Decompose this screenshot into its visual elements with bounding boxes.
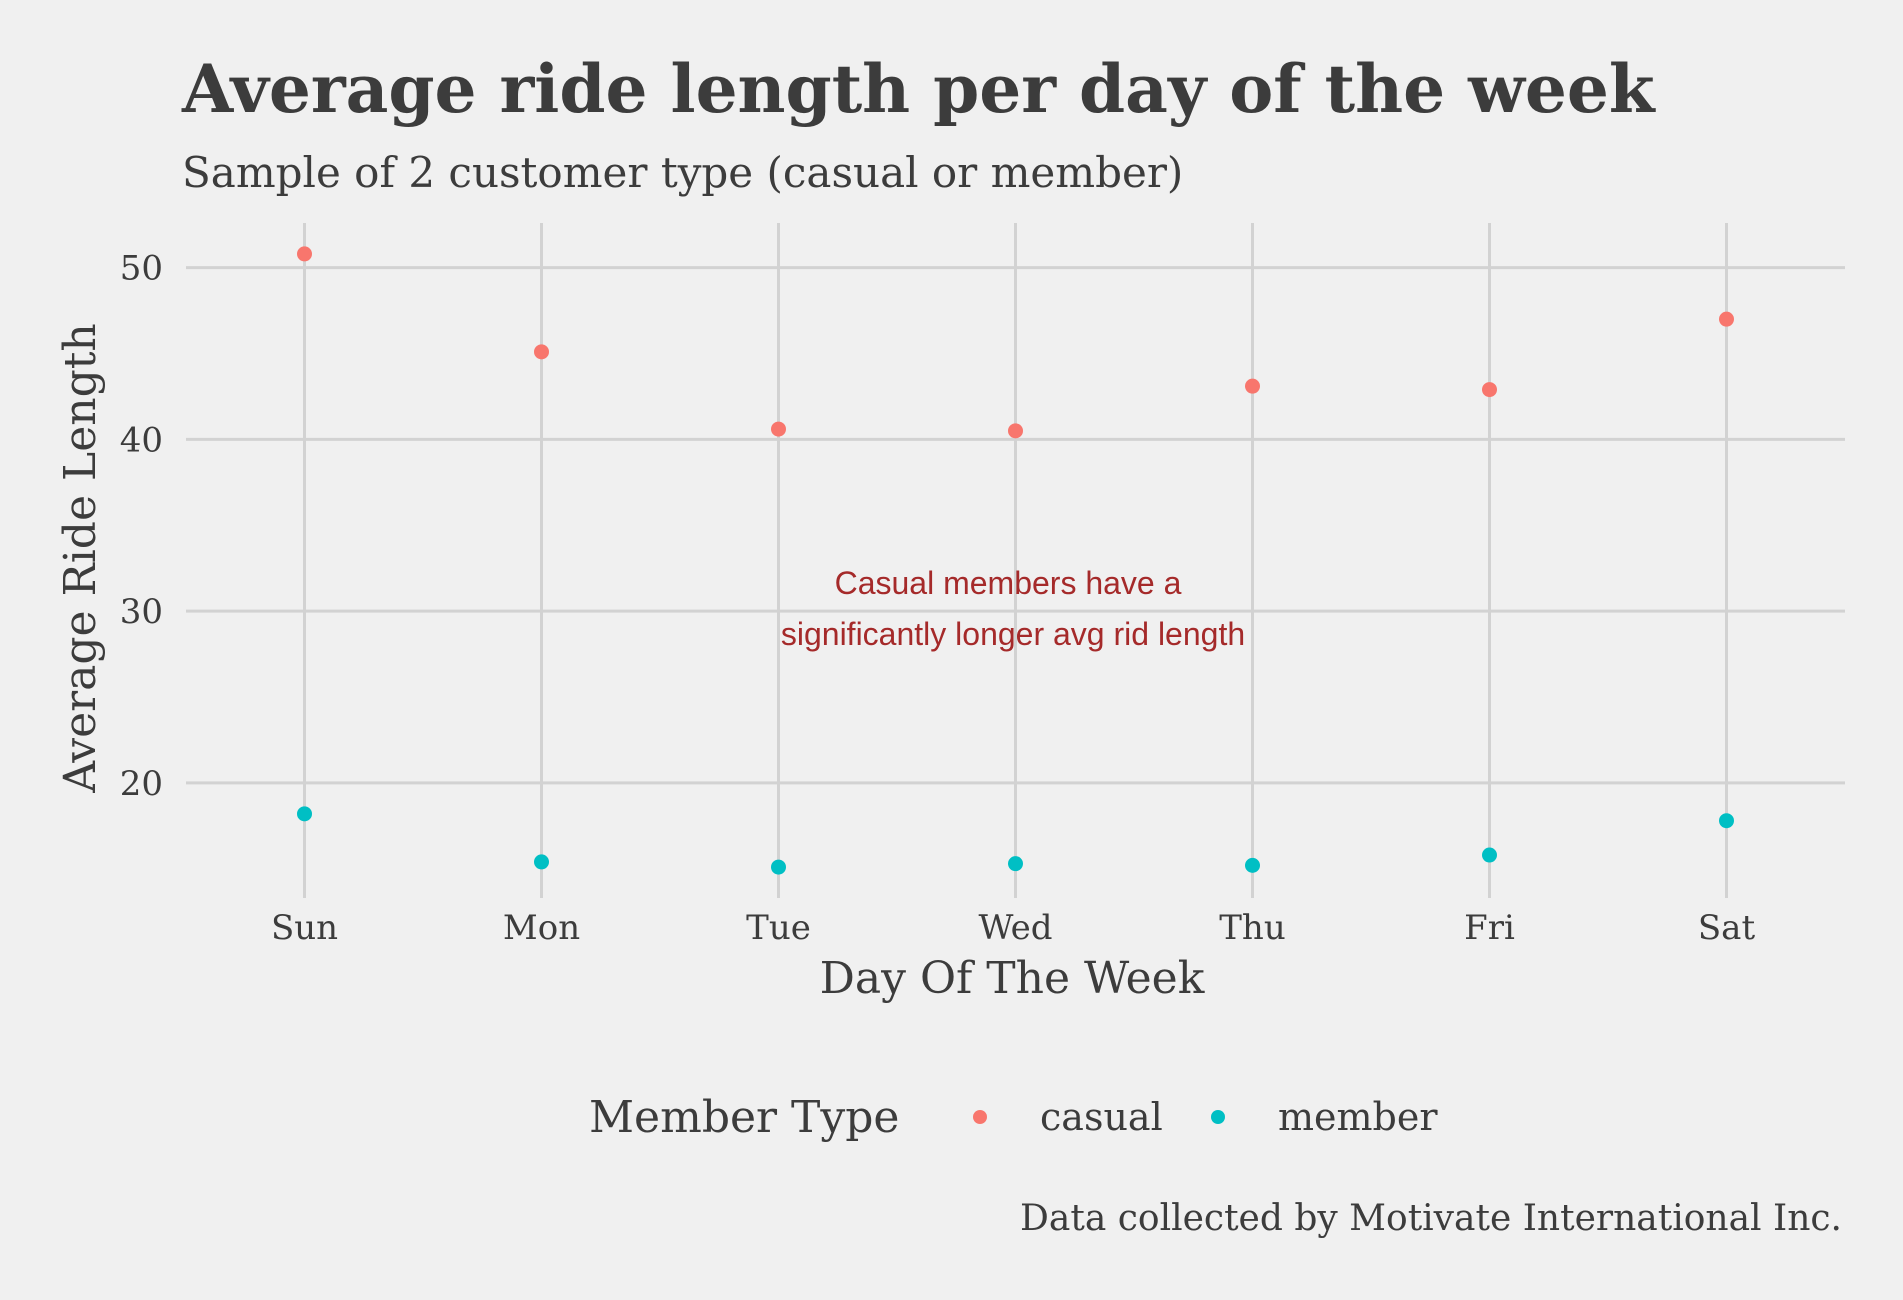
annotation: Casual members have a significantly long…: [781, 565, 1245, 652]
data-point-casual: [297, 246, 312, 262]
annotation-line-1: Casual members have a: [835, 565, 1182, 601]
chart-subtitle: Sample of 2 customer type (casual or mem…: [182, 148, 1183, 197]
y-tick-label: 50: [120, 249, 163, 289]
data-point-casual: [1245, 378, 1260, 394]
y-axis-label: Average Ride Length: [55, 323, 106, 794]
x-tick-label: Thu: [1219, 908, 1285, 948]
x-tick-label: Wed: [978, 908, 1052, 948]
chart-caption: Data collected by Motivate International…: [1020, 1198, 1842, 1239]
data-point-casual: [1482, 382, 1497, 398]
legend-label-casual: casual: [1040, 1095, 1163, 1139]
grid: [186, 223, 1845, 898]
x-tick-label: Sun: [271, 908, 338, 948]
data-point-casual: [1719, 311, 1734, 327]
data-point-member: [1245, 857, 1260, 873]
data-point-member: [1719, 813, 1734, 829]
y-tick-label: 30: [120, 592, 163, 632]
data-point-member: [534, 854, 549, 870]
data-point-member: [771, 859, 786, 875]
data-point-casual: [1008, 423, 1023, 439]
data-point-member: [1008, 856, 1023, 872]
data-point-member: [1482, 847, 1497, 863]
axis-ticks: 20 30 40 50 Sun Mon Tue Wed Thu Fri Sat: [120, 249, 1756, 948]
chart-title: Average ride length per day of the week: [181, 50, 1656, 128]
legend: Member Type casual member: [589, 1092, 1438, 1143]
x-tick-label: Fri: [1464, 908, 1515, 948]
x-tick-label: Tue: [746, 908, 811, 948]
legend-marker-casual: [973, 1110, 987, 1124]
legend-marker-member: [1211, 1110, 1225, 1124]
y-tick-label: 20: [120, 764, 163, 804]
legend-title: Member Type: [589, 1092, 899, 1143]
data-point-casual: [534, 344, 549, 360]
x-tick-label: Mon: [503, 908, 580, 948]
data-points: [297, 246, 1734, 875]
y-tick-label: 40: [120, 420, 163, 460]
data-point-casual: [771, 421, 786, 437]
annotation-line-2: significantly longer avg rid length: [781, 616, 1245, 652]
legend-label-member: member: [1278, 1095, 1438, 1139]
x-axis-label: Day Of The Week: [820, 953, 1205, 1004]
data-point-member: [297, 806, 312, 822]
x-tick-label: Sat: [1698, 908, 1756, 948]
